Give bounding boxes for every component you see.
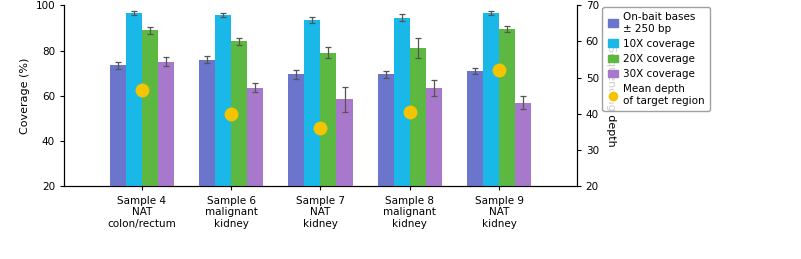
Y-axis label: Coverage (%): Coverage (%) [20, 58, 30, 134]
Bar [336, 99, 352, 232]
Bar [158, 62, 174, 232]
Bar [499, 29, 515, 232]
Bar [515, 103, 531, 232]
Bar [199, 60, 215, 232]
Bar [126, 13, 142, 232]
Bar [377, 74, 393, 232]
Bar [215, 15, 231, 232]
Y-axis label: Sequencing depth: Sequencing depth [606, 45, 615, 147]
Bar [393, 18, 409, 232]
Bar [409, 48, 426, 232]
Bar [142, 30, 158, 232]
Bar [304, 20, 320, 232]
Bar [288, 74, 304, 232]
Bar [467, 71, 483, 232]
Bar [320, 53, 336, 232]
Legend: On-bait bases
± 250 bp, 10X coverage, 20X coverage, 30X coverage, Mean depth
of : On-bait bases ± 250 bp, 10X coverage, 20… [602, 7, 710, 111]
Bar [426, 88, 442, 232]
Bar [110, 65, 126, 232]
Bar [248, 88, 264, 232]
Bar [483, 13, 499, 232]
Bar [231, 41, 248, 232]
